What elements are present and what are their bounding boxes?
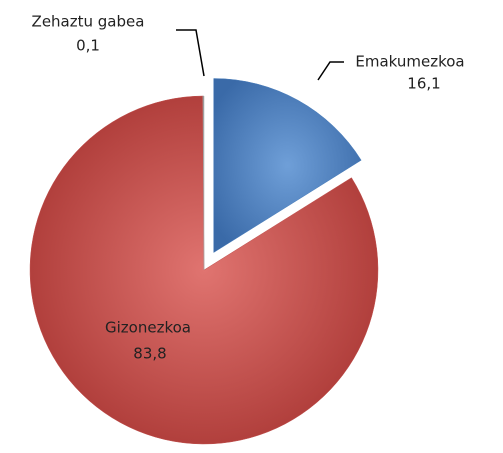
slice-value-label: 0,1 [76,37,100,55]
pie-slice [29,95,379,445]
slice-label: Emakumezkoa [355,53,464,71]
pie-slice [202,95,205,271]
pie-slice [213,78,362,253]
slice-label: Zehaztu gabea [32,13,145,31]
leader-line [317,61,344,81]
slice-value-label: 16,1 [407,75,440,93]
leader-line [176,29,205,77]
slice-label: Gizonezkoa [105,319,191,337]
slice-value-label: 83,8 [133,345,166,363]
